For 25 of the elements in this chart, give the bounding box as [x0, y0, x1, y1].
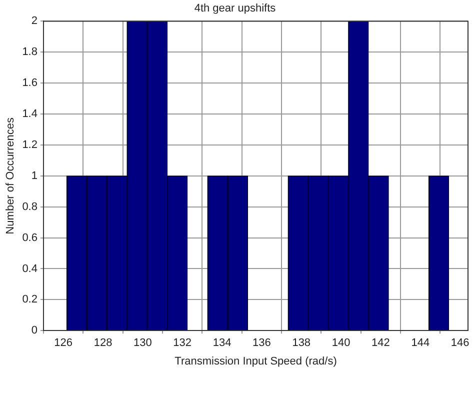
y-tick-label: 1.2: [22, 138, 38, 151]
x-tick-label: 132: [173, 337, 192, 350]
y-tick-label: 1.8: [22, 46, 38, 58]
y-tick-label: 1: [31, 170, 38, 182]
x-tick-label: 128: [94, 337, 112, 350]
x-tick-label: 130: [133, 337, 152, 350]
x-tick-label: 140: [332, 337, 350, 350]
y-tick-label: 1.4: [22, 108, 38, 120]
x-tick-label: 142: [372, 337, 390, 350]
x-tick-label: 134: [212, 337, 232, 350]
x-tick-label: 144: [411, 337, 430, 350]
y-tick-label: 0.2: [22, 294, 38, 306]
y-tick-label: 0.4: [22, 262, 38, 275]
x-axis-title: Transmission Input Speed (rad/s): [174, 355, 337, 368]
x-tick-label: 146: [450, 337, 470, 350]
chart-title: 4th gear upshifts: [194, 2, 276, 15]
y-axis-title: Number of Occurrences: [4, 117, 17, 234]
y-tick-label: 0.6: [22, 232, 38, 244]
y-tick-label: 0.8: [22, 200, 38, 213]
y-tick-label: 1.6: [22, 77, 38, 90]
y-tick-label: 0: [31, 324, 38, 337]
x-tick-label: 136: [252, 337, 271, 350]
x-tick-label: 138: [292, 337, 311, 350]
y-tick-label: 2: [31, 15, 38, 28]
x-tick-label: 126: [54, 337, 73, 350]
